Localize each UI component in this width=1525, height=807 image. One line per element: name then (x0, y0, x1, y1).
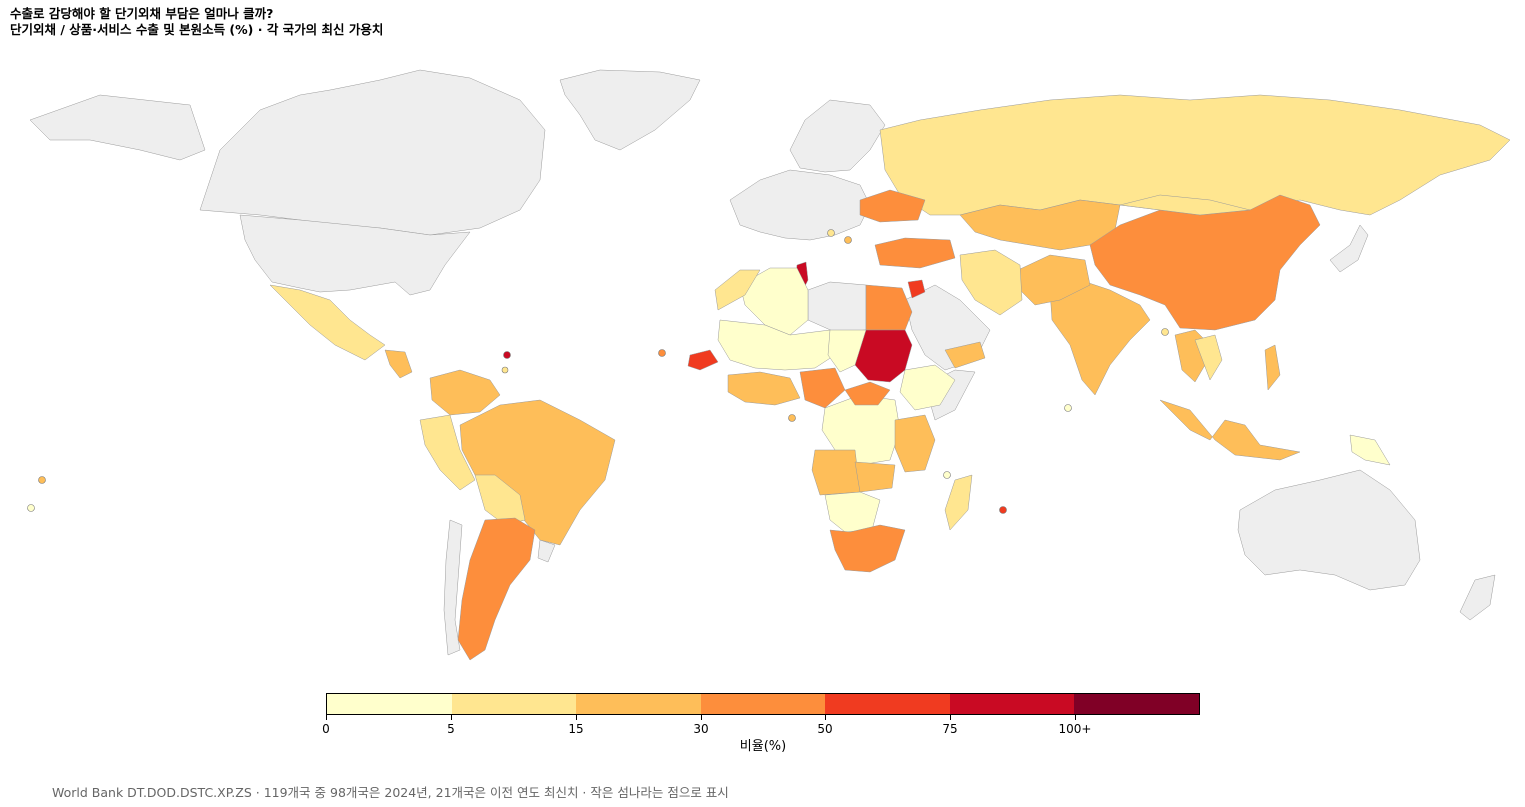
data-countries (269, 94, 1511, 661)
no-data-countries (29, 69, 1496, 656)
country-bolivia-paraguay[interactable] (474, 474, 526, 526)
legend-tick-mark (326, 715, 327, 720)
country-colombia-venezuela[interactable] (429, 369, 501, 416)
country-nigeria[interactable] (799, 367, 846, 409)
country-usa[interactable] (239, 214, 471, 296)
country-vietnam-laos[interactable] (1194, 334, 1223, 381)
legend-tick-mark (576, 715, 577, 720)
country-new-zealand[interactable] (1459, 574, 1496, 621)
country-botswana-namibia[interactable] (824, 491, 881, 533)
island-marker[interactable] (943, 471, 951, 479)
country-south-africa[interactable] (829, 524, 906, 573)
country-greenland[interactable] (559, 69, 701, 151)
island-marker[interactable] (844, 236, 852, 244)
legend-swatch (576, 694, 701, 714)
legend-swatch (451, 694, 577, 714)
country-jordan[interactable] (907, 279, 926, 299)
legend-tick-label: 0 (322, 722, 330, 736)
country-egypt[interactable] (865, 284, 913, 331)
legend-tick-mark (1075, 715, 1076, 720)
island-marker[interactable] (1161, 328, 1169, 336)
country-pakistan-afghanistan[interactable] (1017, 254, 1091, 306)
country-uruguay[interactable] (537, 539, 556, 563)
legend-tick-label: 5 (447, 722, 455, 736)
island-marker[interactable] (38, 476, 46, 484)
country-indonesia[interactable] (1159, 399, 1301, 461)
country-central-america[interactable] (384, 349, 413, 379)
country-ukraine[interactable] (859, 189, 926, 223)
country-alaska[interactable] (29, 94, 206, 161)
country-canada[interactable] (199, 69, 546, 236)
country-brazil[interactable] (459, 399, 616, 546)
footnote: World Bank DT.DOD.DSTC.XP.ZS · 119개국 중 9… (52, 785, 729, 800)
legend-swatch (1074, 694, 1200, 714)
country-europe-west[interactable] (729, 169, 871, 241)
country-algeria[interactable] (739, 267, 809, 336)
country-west-africa[interactable] (727, 371, 801, 406)
legend-tick-label: 50 (817, 722, 833, 736)
country-libya[interactable] (807, 281, 867, 333)
country-chad[interactable] (827, 329, 867, 373)
legend-swatch (327, 694, 452, 714)
country-argentina[interactable] (457, 517, 536, 661)
country-mexico[interactable] (269, 284, 386, 361)
country-chile[interactable] (443, 519, 463, 656)
country-ecuador-peru[interactable] (419, 414, 476, 491)
country-madagascar[interactable] (944, 474, 973, 531)
country-ethiopia[interactable] (899, 364, 956, 411)
country-japan[interactable] (1329, 224, 1369, 273)
island-marker[interactable] (788, 414, 796, 422)
legend-caption: 비율(%) (739, 739, 787, 754)
country-russia[interactable] (879, 94, 1511, 216)
country-angola[interactable] (811, 449, 861, 496)
legend-tick-label: 100+ (1058, 722, 1092, 736)
island-marker[interactable] (999, 506, 1007, 514)
chart-subtitle: 단기외채 / 상품·서비스 수출 및 본원소득 (%) · 각 국가의 최신 가… (10, 22, 384, 37)
country-philippines[interactable] (1264, 344, 1281, 391)
legend-tick-label: 30 (693, 722, 709, 736)
country-south-sudan[interactable] (844, 381, 891, 406)
legend-swatch (949, 694, 1075, 714)
legend-colorbar (326, 693, 1200, 715)
country-zambia[interactable] (854, 461, 896, 493)
country-turkey[interactable] (874, 237, 956, 269)
country-scandinavia[interactable] (789, 99, 886, 173)
island-marker[interactable] (501, 366, 509, 374)
island-marker[interactable] (503, 351, 511, 359)
country-papua-new-guinea[interactable] (1349, 434, 1391, 466)
legend-tick-mark (451, 715, 452, 720)
country-senegal[interactable] (687, 349, 719, 371)
island-marker[interactable] (827, 229, 835, 237)
legend-ticks: 0 5 15 30 50 75 100+ (322, 715, 1200, 737)
country-mongolia[interactable] (1119, 194, 1251, 216)
island-marker[interactable] (1064, 404, 1072, 412)
legend-swatch (825, 694, 950, 714)
legend-tick-mark (701, 715, 702, 720)
country-mali-niger[interactable] (717, 319, 836, 371)
country-india[interactable] (1049, 279, 1151, 396)
small-island-markers (27, 229, 1169, 514)
legend-tick-mark (950, 715, 951, 720)
legend-tick-label: 15 (568, 722, 584, 736)
country-yemen-oman[interactable] (944, 341, 986, 369)
country-iran[interactable] (959, 249, 1023, 316)
title-block: 수출로 감당해야 할 단기외채 부담은 얼마나 클까? 단기외채 / 상품·서비… (10, 6, 383, 38)
legend-tick-label: 75 (942, 722, 958, 736)
chart-title: 수출로 감당해야 할 단기외채 부담은 얼마나 클까? (10, 6, 274, 21)
island-marker[interactable] (658, 349, 666, 357)
island-marker[interactable] (27, 504, 35, 512)
legend-swatch (700, 694, 826, 714)
world-map (27, 69, 1511, 661)
country-morocco[interactable] (714, 269, 761, 311)
legend-tick-mark (825, 715, 826, 720)
legend: 0 5 15 30 50 75 100+ 비율(%) (322, 693, 1200, 754)
country-australia[interactable] (1237, 469, 1421, 591)
country-tanzania-kenya[interactable] (894, 414, 936, 473)
